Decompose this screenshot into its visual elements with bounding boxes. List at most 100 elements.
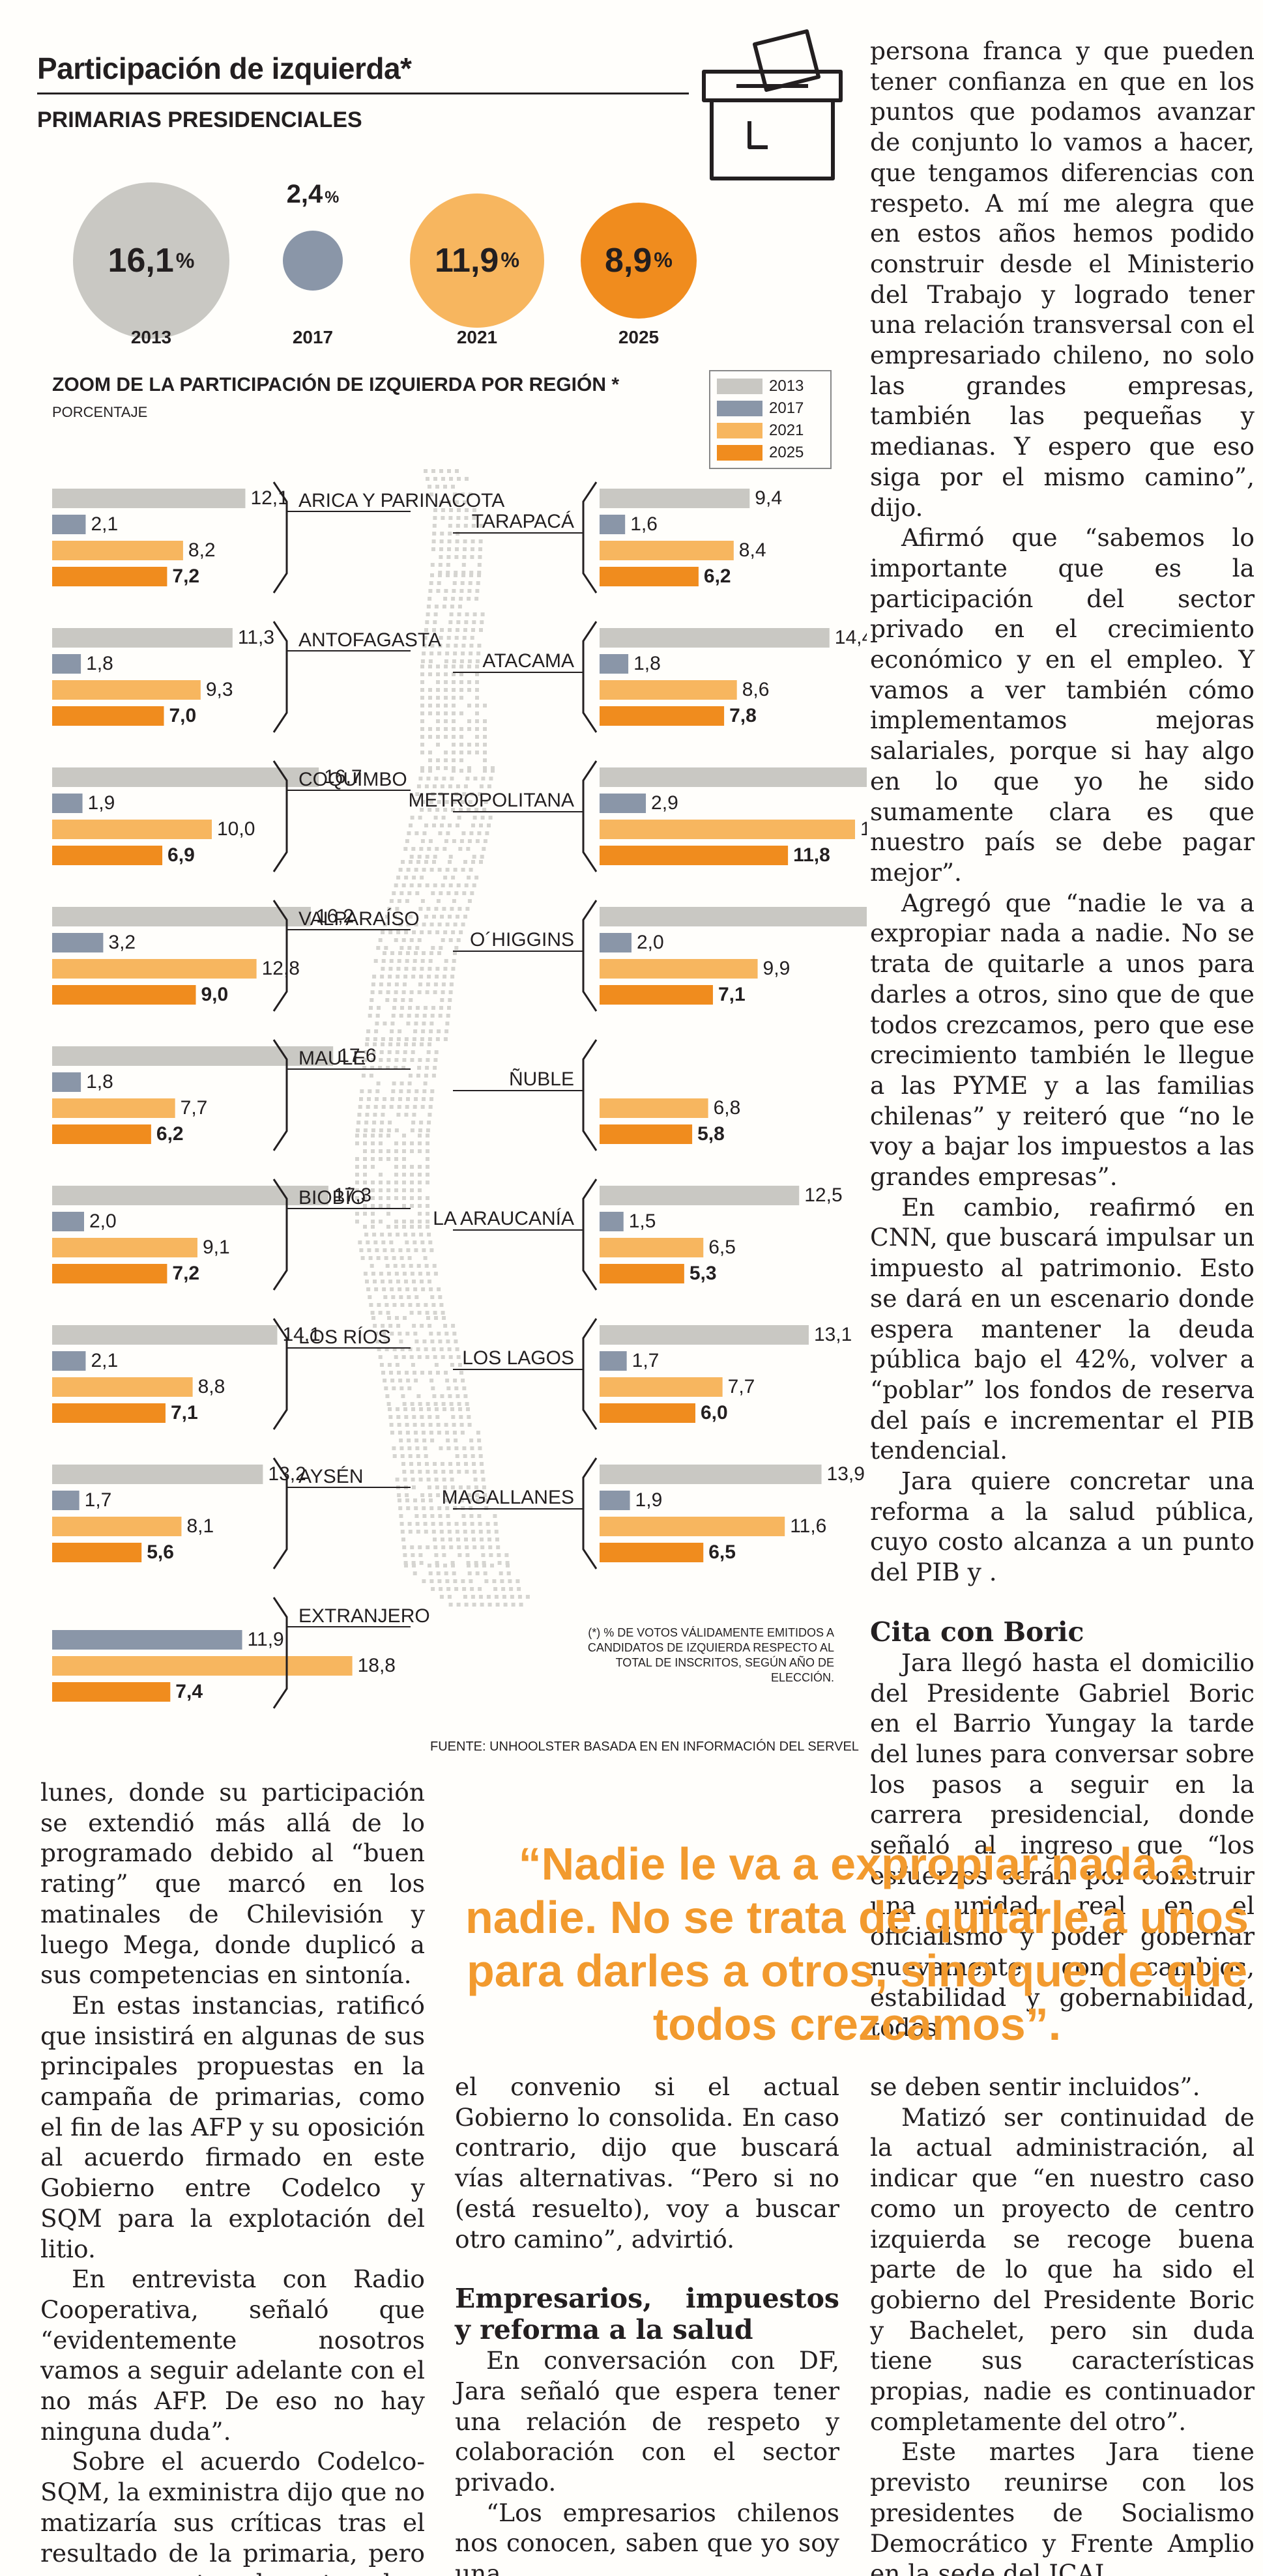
bar-left-6-2021 bbox=[52, 1377, 193, 1397]
region-name-left-2: COQUIMBO bbox=[298, 769, 407, 790]
bar-right-6-2025 bbox=[600, 1403, 695, 1423]
subhead-empresarios: Empresarios, impuestos y reforma a la sa… bbox=[455, 2283, 839, 2345]
bracket-left-8 bbox=[274, 1597, 287, 1708]
bar-label-left-3-2025: 9,0 bbox=[201, 984, 229, 1005]
bar-label-right-5-2013: 12,5 bbox=[804, 1184, 842, 1206]
paragraph: En cambio, reafirmó en CNN, que buscará … bbox=[870, 1192, 1255, 1466]
bar-right-2-2017 bbox=[600, 794, 646, 813]
bracket-right-3 bbox=[583, 900, 596, 1011]
bracket-right-0 bbox=[583, 482, 596, 593]
bar-label-right-5-2025: 5,3 bbox=[690, 1263, 717, 1284]
region-name-right-6: LOS LAGOS bbox=[462, 1347, 574, 1369]
bar-label-left-1-2021: 9,3 bbox=[206, 679, 233, 700]
paragraph: persona franca y que pueden tener confia… bbox=[870, 36, 1255, 522]
bar-left-6-2017 bbox=[52, 1351, 85, 1371]
bar-left-4-2025 bbox=[52, 1124, 151, 1144]
chart-ylabel: PORCENTAJE bbox=[52, 404, 147, 421]
paragraph: se deben sentir incluidos”. bbox=[870, 2072, 1255, 2102]
infographic-title: Participación de izquierda* bbox=[37, 51, 411, 86]
bar-label-left-5-2021: 9,1 bbox=[203, 1237, 230, 1258]
bar-right-3-2025 bbox=[600, 985, 713, 1005]
bar-label-right-3-2025: 7,1 bbox=[718, 984, 746, 1005]
bar-right-1-2013 bbox=[600, 628, 830, 648]
bar-label-right-1-2017: 1,8 bbox=[633, 653, 661, 674]
bar-label-left-0-2013: 12,1 bbox=[250, 487, 288, 509]
bar-left-8-2025 bbox=[52, 1682, 170, 1702]
bar-label-left-2-2021: 10,0 bbox=[217, 818, 255, 840]
bracket-right-4 bbox=[583, 1040, 596, 1151]
bracket-left-1 bbox=[274, 622, 287, 732]
participation-circle-2013: 16,1% bbox=[73, 182, 229, 339]
bar-label-left-0-2021: 8,2 bbox=[188, 539, 216, 561]
circle-unit: % bbox=[654, 248, 673, 272]
article-right-column-top: persona franca y que pueden tener confia… bbox=[870, 36, 1255, 2043]
bar-label-left-0-2025: 7,2 bbox=[172, 565, 199, 587]
bar-label-right-1-2013: 14,4 bbox=[835, 627, 867, 648]
paragraph: Jara quiere concretar una reforma a la s… bbox=[870, 1466, 1255, 1588]
chart-footnote: (*) % DE VOTOS VÁLIDAMENTE EMITIDOS A CA… bbox=[587, 1625, 834, 1685]
bar-right-2-2013 bbox=[600, 767, 867, 787]
bar-right-7-2025 bbox=[600, 1543, 703, 1562]
paragraph: Afirmó que “sabemos lo importante que es… bbox=[870, 522, 1255, 887]
bar-label-right-1-2025: 7,8 bbox=[729, 705, 757, 726]
circle-value: 8,9 bbox=[605, 241, 652, 280]
circle-year-2017: 2017 bbox=[274, 327, 352, 348]
bar-label-right-6-2025: 6,0 bbox=[701, 1402, 728, 1424]
bracket-right-1 bbox=[583, 622, 596, 732]
region-name-left-0: ARICA Y PARINACOTA bbox=[298, 490, 504, 511]
bar-left-4-2013 bbox=[52, 1046, 333, 1066]
bar-label-right-3-2017: 2,0 bbox=[637, 932, 664, 953]
bar-left-7-2017 bbox=[52, 1491, 80, 1510]
region-bar-chart: 12,1 2,1 8,2 7,2 ARICA Y PARINACOTA 11,3 1,8 9,… bbox=[0, 456, 867, 1733]
circle-unit: % bbox=[501, 248, 519, 272]
bar-right-7-2021 bbox=[600, 1517, 785, 1536]
bar-left-8-2017 bbox=[52, 1630, 242, 1650]
bar-right-2-2025 bbox=[600, 846, 788, 865]
bar-label-right-7-2021: 11,6 bbox=[790, 1515, 826, 1537]
circle-value: 11,9 bbox=[435, 241, 499, 280]
bar-right-0-2017 bbox=[600, 515, 625, 534]
ballot-box-icon bbox=[697, 26, 847, 182]
bar-left-6-2013 bbox=[52, 1325, 277, 1345]
bar-left-3-2013 bbox=[52, 907, 311, 926]
region-name-left-6: LOS RÍOS bbox=[298, 1326, 391, 1348]
participation-circle-2017 bbox=[283, 231, 343, 291]
bar-label-left-3-2017: 3,2 bbox=[108, 932, 136, 953]
article-middle-column: el convenio si el actual Gobierno lo con… bbox=[455, 2072, 839, 2576]
paragraph: En entrevista con Radio Cooperativa, señ… bbox=[40, 2264, 425, 2446]
chart-title: ZOOM DE LA PARTICIPACIÓN DE IZQUIERDA PO… bbox=[52, 374, 619, 396]
bar-left-7-2021 bbox=[52, 1517, 181, 1536]
bar-label-right-6-2017: 1,7 bbox=[632, 1350, 660, 1371]
bar-label-left-1-2017: 1,8 bbox=[86, 653, 113, 674]
chart-source: FUENTE: UNHOOLSTER BASADA EN EN INFORMAC… bbox=[430, 1739, 859, 1754]
subhead-boric: Cita con Boric bbox=[870, 1616, 1255, 1648]
bar-label-right-3-2021: 9,9 bbox=[763, 958, 791, 979]
bar-label-left-8-2025: 7,4 bbox=[175, 1681, 203, 1702]
bar-label-right-5-2021: 6,5 bbox=[708, 1237, 736, 1258]
paragraph: “Los empresarios chilenos nos conocen, s… bbox=[455, 2498, 839, 2576]
legend-item-2021: 2021 bbox=[717, 420, 824, 442]
bar-label-right-0-2017: 1,6 bbox=[630, 513, 658, 535]
bar-label-left-6-2025: 7,1 bbox=[171, 1402, 198, 1424]
bar-label-right-0-2021: 8,4 bbox=[739, 539, 766, 561]
bar-label-right-7-2013: 13,9 bbox=[827, 1463, 865, 1485]
pull-quote: “Nadie le va a expropiar nada a nadie. N… bbox=[456, 1837, 1258, 2051]
bar-right-5-2017 bbox=[600, 1212, 624, 1231]
infographic-subtitle: PRIMARIAS PRESIDENCIALES bbox=[37, 107, 362, 133]
bar-label-right-4-2025: 5,8 bbox=[697, 1123, 725, 1145]
region-name-left-5: BIOBÍO bbox=[298, 1187, 366, 1209]
bar-right-0-2025 bbox=[600, 567, 699, 586]
participation-circle-2025: 8,9% bbox=[581, 203, 697, 319]
bar-label-left-8-2021: 18,8 bbox=[358, 1655, 396, 1676]
bar-label-left-4-2021: 7,7 bbox=[181, 1097, 208, 1119]
bar-left-7-2025 bbox=[52, 1543, 141, 1562]
bar-label-left-5-2017: 2,0 bbox=[89, 1210, 117, 1232]
bar-right-1-2021 bbox=[600, 680, 737, 700]
bar-label-left-6-2017: 2,1 bbox=[91, 1350, 118, 1371]
circle-year-2025: 2025 bbox=[600, 327, 678, 348]
bar-label-right-1-2021: 8,6 bbox=[742, 679, 770, 700]
paragraph: En estas instancias, ratificó que insist… bbox=[40, 1990, 425, 2264]
bar-label-right-0-2013: 9,4 bbox=[755, 487, 782, 509]
bar-left-1-2017 bbox=[52, 654, 81, 674]
bar-left-1-2025 bbox=[52, 706, 164, 726]
